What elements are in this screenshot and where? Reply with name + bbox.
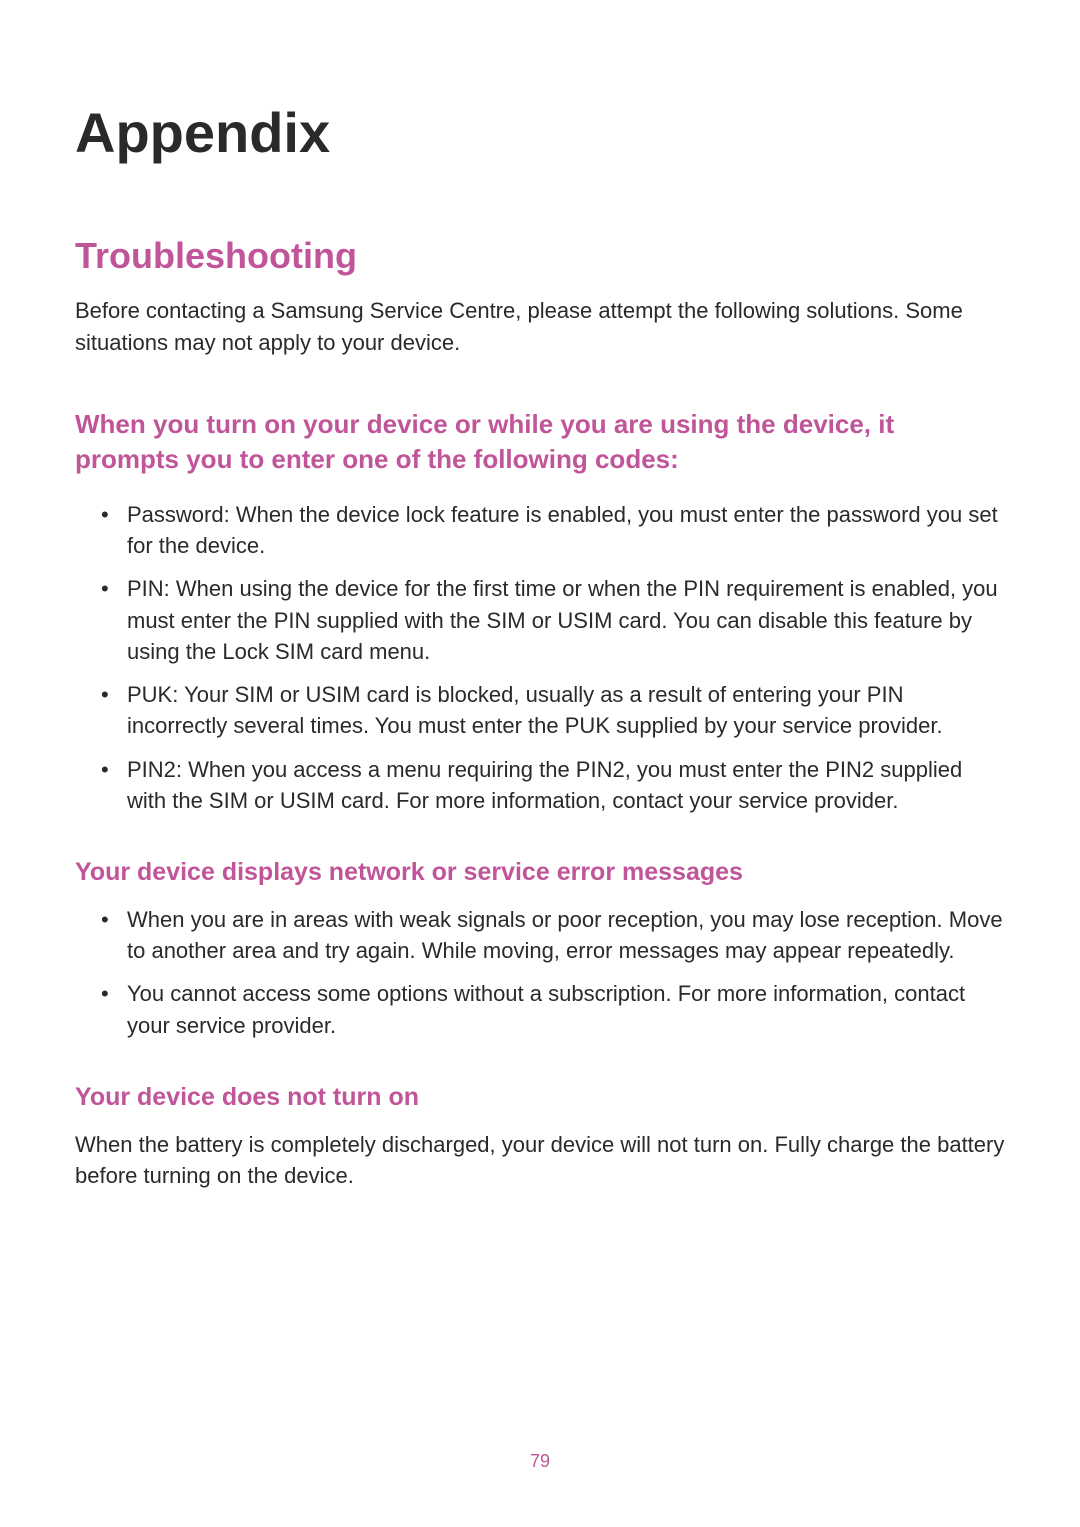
page-number: 79 [0,1451,1080,1472]
list-item: PUK: Your SIM or USIM card is blocked, u… [75,679,1005,741]
subsection-heading-codes: When you turn on your device or while yo… [75,407,1005,477]
subsection-heading-turnon: Your device does not turn on [75,1081,1005,1115]
section-heading-troubleshooting: Troubleshooting [75,235,1005,277]
page-title: Appendix [75,100,1005,165]
subsection-heading-network: Your device displays network or service … [75,856,1005,890]
section-intro: Before contacting a Samsung Service Cent… [75,295,1005,359]
codes-list: Password: When the device lock feature i… [75,499,1005,816]
list-item: You cannot access some options without a… [75,978,1005,1040]
turnon-text: When the battery is completely discharge… [75,1129,1005,1193]
list-item: When you are in areas with weak signals … [75,904,1005,966]
list-item: PIN: When using the device for the first… [75,573,1005,667]
network-list: When you are in areas with weak signals … [75,904,1005,1041]
list-item: Password: When the device lock feature i… [75,499,1005,561]
list-item: PIN2: When you access a menu requiring t… [75,754,1005,816]
